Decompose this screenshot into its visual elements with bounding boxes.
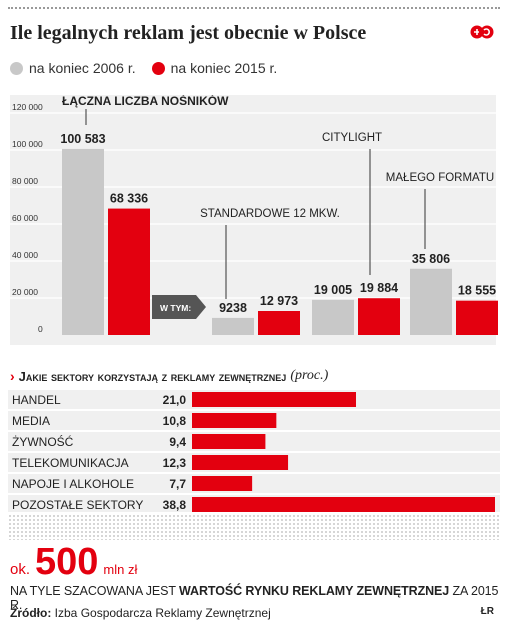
sector-title-text: Jakie sektory korzystają z reklamy zewnę… bbox=[18, 368, 287, 384]
legend-label-2015: na koniec 2015 r. bbox=[170, 60, 278, 76]
sector-value-label: 10,8 bbox=[163, 414, 187, 428]
sector-value-label: 21,0 bbox=[163, 393, 187, 407]
bar-2006 bbox=[62, 148, 104, 335]
sector-category-label: MEDIA bbox=[12, 414, 50, 428]
category-label: CITYLIGHT bbox=[322, 132, 382, 144]
sector-row-background bbox=[8, 474, 500, 493]
market-value-number: 500 bbox=[35, 541, 99, 583]
sector-bar bbox=[192, 476, 253, 491]
category-label: STANDARDOWE 12 MKW. bbox=[200, 208, 340, 220]
category-label: MAŁEGO FORMATU bbox=[386, 172, 494, 184]
chevron-right-icon: › bbox=[10, 368, 15, 384]
y-tick-label: 0 bbox=[38, 324, 43, 334]
chart-legend: na koniec 2006 r. na koniec 2015 r. bbox=[10, 60, 293, 76]
market-value-unit: mln zł bbox=[103, 562, 138, 577]
bar-2015 bbox=[456, 300, 498, 335]
sector-category-label: HANDEL bbox=[12, 393, 61, 407]
bar-2006 bbox=[212, 317, 254, 335]
dotted-separator-band bbox=[8, 514, 500, 540]
bar-2006 bbox=[312, 299, 354, 335]
sector-bar bbox=[192, 434, 266, 449]
bar-2006 bbox=[410, 268, 452, 335]
sector-category-label: ŻYWNOŚĆ bbox=[12, 434, 74, 449]
bar-value-label: 19 884 bbox=[360, 281, 398, 295]
source-text: Izba Gospodarcza Reklamy Zewnętrznej bbox=[54, 606, 271, 620]
sector-bar-chart: HANDEL 21,0 MEDIA 10,8 ŻYWNOŚĆ 9,4 TELEKOMUNIK… bbox=[8, 390, 500, 512]
caption-post: ZA 2015 R. bbox=[10, 584, 499, 612]
bar-2015 bbox=[358, 298, 400, 335]
y-tick-label: 40 000 bbox=[12, 250, 38, 260]
market-value-prefix: ok. bbox=[10, 561, 31, 578]
caption-pre: NA TYLE SZACOWANA JEST bbox=[10, 584, 180, 598]
sector-value-label: 9,4 bbox=[169, 435, 186, 449]
sector-bar bbox=[192, 392, 356, 407]
sector-category-label: POZOSTAŁE SEKTORY bbox=[12, 498, 143, 512]
sector-unit: (proc.) bbox=[290, 368, 329, 383]
y-tick-label: 100 000 bbox=[12, 139, 43, 149]
source-line: Źródło: Izba Gospodarcza Reklamy Zewnętr… bbox=[10, 606, 271, 620]
legend-item-2006: na koniec 2006 r. bbox=[10, 60, 136, 76]
sector-bar bbox=[192, 413, 277, 428]
bar-value-label: 19 005 bbox=[314, 283, 352, 297]
sector-value-label: 7,7 bbox=[169, 477, 186, 491]
bar-value-label: 100 583 bbox=[60, 132, 105, 146]
bar-value-label: 68 336 bbox=[110, 192, 148, 206]
sector-value-label: 38,8 bbox=[163, 498, 187, 512]
legend-swatch-2006 bbox=[10, 61, 23, 75]
subset-arrow-text: W TYM: bbox=[160, 303, 191, 313]
legend-item-2015: na koniec 2015 r. bbox=[151, 60, 278, 76]
author-initials: ŁR bbox=[480, 606, 494, 617]
y-tick-label: 80 000 bbox=[12, 176, 38, 186]
bar-2015 bbox=[108, 208, 150, 335]
market-value-caption: NA TYLE SZACOWANA JEST WARTOŚĆ RYNKU REK… bbox=[10, 584, 506, 612]
sector-value-label: 12,3 bbox=[163, 456, 187, 470]
legend-label-2006: na koniec 2006 r. bbox=[29, 60, 136, 76]
market-value: ok. 500 mln zł bbox=[10, 543, 137, 581]
bar-value-label: 9238 bbox=[219, 301, 247, 315]
sector-category-label: NAPOJE I ALKOHOLE bbox=[12, 477, 134, 491]
bar-2015 bbox=[258, 310, 300, 335]
legend-swatch-2015 bbox=[151, 61, 165, 75]
category-label: ŁĄCZNA LICZBA NOŚNIKÓW bbox=[62, 95, 229, 108]
sector-bar bbox=[192, 497, 495, 512]
page-title: Ile legalnych reklam jest obecnie w Pols… bbox=[10, 22, 367, 44]
top-dotted-rule bbox=[8, 7, 500, 9]
caption-bold: WARTOŚĆ RYNKU REKLAMY ZEWNĘTRZNEJ bbox=[179, 584, 450, 598]
bar-value-label: 12 973 bbox=[260, 294, 298, 308]
sector-chart-title: › Jakie sektory korzystają z reklamy zew… bbox=[10, 368, 328, 384]
bar-value-label: 18 555 bbox=[458, 284, 496, 298]
publisher-logo-icon bbox=[470, 25, 494, 39]
y-tick-label: 120 000 bbox=[12, 102, 43, 112]
y-tick-label: 60 000 bbox=[12, 213, 38, 223]
sector-bar bbox=[192, 455, 289, 470]
subset-arrow-tag bbox=[152, 295, 206, 319]
source-label: Źródło: bbox=[10, 606, 52, 620]
ad-carriers-bar-chart: 0 20 000 40 000 60 000 80 000 100 000 120 000 1… bbox=[10, 95, 498, 345]
sector-category-label: TELEKOMUNIKACJA bbox=[12, 456, 129, 470]
y-tick-label: 20 000 bbox=[12, 287, 38, 297]
bar-value-label: 35 806 bbox=[412, 252, 450, 266]
